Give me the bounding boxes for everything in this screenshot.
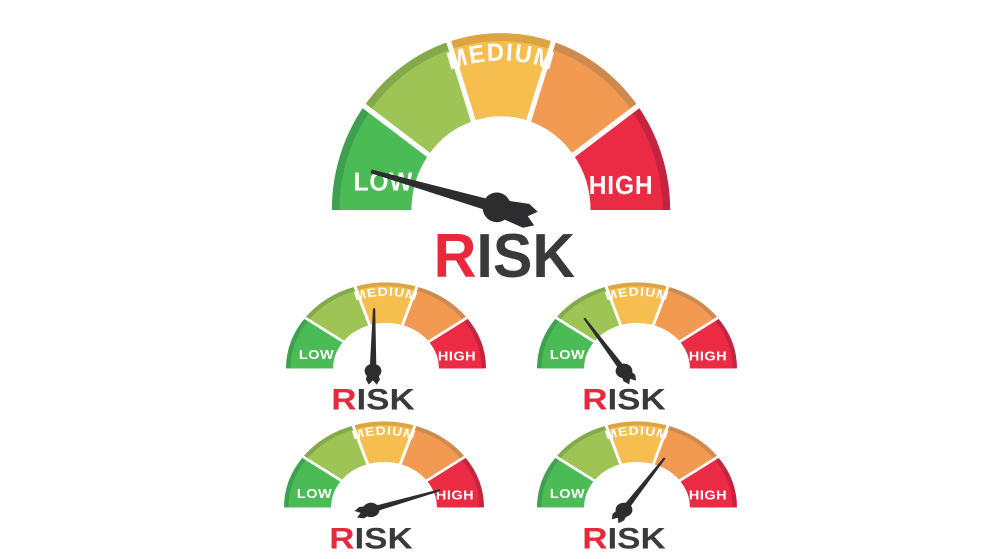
risk-title: RISK xyxy=(582,382,666,413)
gauge-small-top-left: MEDIUM LOW HIGH RISK xyxy=(266,279,506,413)
segment-divider xyxy=(651,285,670,328)
needle-hub xyxy=(615,502,633,518)
segment-red xyxy=(679,320,733,369)
segment-red xyxy=(573,110,663,210)
segment-green xyxy=(290,320,344,369)
high-label: HIGH xyxy=(689,350,727,364)
risk-title-first-letter: R xyxy=(582,382,607,413)
segment-divider xyxy=(553,455,598,484)
needle-hub xyxy=(362,502,380,518)
risk-title-rest: ISK xyxy=(476,221,575,291)
needle-blade xyxy=(369,308,377,366)
segment-divider xyxy=(651,424,670,467)
segment-amber xyxy=(356,286,416,326)
high-label: HIGH xyxy=(436,489,474,503)
risk-title-first-letter: R xyxy=(582,521,607,552)
needle-hub xyxy=(482,192,511,223)
risk-title: RISK xyxy=(331,382,415,413)
risk-title: RISK xyxy=(582,521,666,552)
medium-label: MEDIUM xyxy=(350,424,418,442)
segment-red xyxy=(679,459,733,508)
segment-green xyxy=(541,320,595,369)
segment-divider xyxy=(567,102,642,161)
gauge-small-bottom-right: MEDIUM LOW HIGH RISK xyxy=(517,418,757,552)
segment-amber xyxy=(607,425,667,465)
needle-hub xyxy=(615,363,633,379)
segment-amber xyxy=(607,286,667,326)
segment-red xyxy=(426,459,480,508)
segment-divider xyxy=(445,38,478,127)
segment-amber xyxy=(354,425,414,465)
needle-blade xyxy=(370,169,489,210)
medium-label: MEDIUM xyxy=(603,424,671,442)
segment-divider xyxy=(423,455,468,484)
needle xyxy=(354,489,441,519)
needle xyxy=(370,169,538,228)
gauge-small-1-svg: MEDIUM LOW HIGH RISK xyxy=(286,282,486,413)
high-label: HIGH xyxy=(589,172,654,201)
needle xyxy=(583,317,637,385)
segment-red xyxy=(428,320,482,369)
risk-title: RISK xyxy=(329,521,413,552)
risk-title: RISK xyxy=(434,221,576,291)
segment-divider xyxy=(425,316,470,345)
segment-divider xyxy=(353,285,372,328)
needle xyxy=(611,457,666,524)
gauge-small-2-svg: MEDIUM LOW HIGH RISK xyxy=(537,282,737,413)
medium-label: MEDIUM xyxy=(603,285,671,303)
low-label: LOW xyxy=(550,487,585,501)
gauge-small-top-right: MEDIUM LOW HIGH RISK xyxy=(517,279,757,413)
risk-title-rest: ISK xyxy=(607,382,666,413)
segment-divider xyxy=(398,424,417,467)
gauge-main: MEDIUM LOW HIGH RISK xyxy=(298,26,704,302)
low-label: LOW xyxy=(299,348,334,362)
risk-title-first-letter: R xyxy=(434,221,477,291)
risk-title-rest: ISK xyxy=(354,521,413,552)
segment-divider xyxy=(604,285,623,328)
segment-divider xyxy=(676,316,721,345)
risk-title-first-letter: R xyxy=(331,382,356,413)
needle-hub xyxy=(364,363,382,379)
needle-blade xyxy=(624,457,666,508)
segment-green xyxy=(541,459,595,508)
segment-divider xyxy=(360,102,435,161)
high-label: HIGH xyxy=(438,350,476,364)
gauge-small-bottom-left: MEDIUM LOW HIGH RISK xyxy=(264,418,504,552)
segment-green xyxy=(288,459,342,508)
segment-divider xyxy=(676,455,721,484)
gauge-small-3-svg: MEDIUM LOW HIGH RISK xyxy=(284,421,484,552)
segment-divider xyxy=(302,316,347,345)
needle xyxy=(364,308,382,385)
segment-divider xyxy=(524,38,557,127)
segment-divider xyxy=(553,316,598,345)
needle-blade xyxy=(583,317,624,369)
segment-divider xyxy=(604,424,623,467)
risk-title-rest: ISK xyxy=(356,382,415,413)
low-label: LOW xyxy=(297,487,332,501)
segment-divider xyxy=(351,424,370,467)
segment-divider xyxy=(300,455,345,484)
segment-divider xyxy=(400,285,419,328)
high-label: HIGH xyxy=(689,489,727,503)
needle-blade xyxy=(375,489,441,511)
medium-label: MEDIUM xyxy=(352,285,420,303)
risk-title-rest: ISK xyxy=(607,521,666,552)
low-label: LOW xyxy=(550,348,585,362)
gauge-small-4-svg: MEDIUM LOW HIGH RISK xyxy=(537,421,737,552)
segment-amber xyxy=(451,41,551,121)
risk-title-first-letter: R xyxy=(329,521,354,552)
segment-green xyxy=(339,110,429,210)
